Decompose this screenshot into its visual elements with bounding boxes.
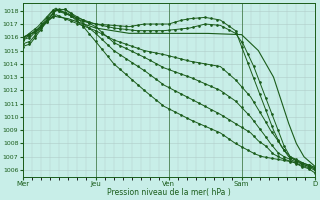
X-axis label: Pression niveau de la mer( hPa ): Pression niveau de la mer( hPa ) (107, 188, 230, 197)
